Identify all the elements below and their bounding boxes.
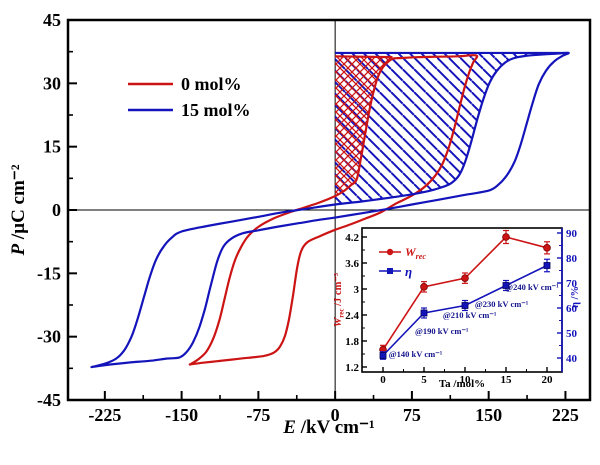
hysteresis-loop-15mol [90,51,570,369]
inset-right-tick-label: 50 [566,328,578,340]
inset-left-tick-label: 1.8 [345,336,359,348]
inset-x-tick-label: 0 [380,374,386,386]
x-tick-label: -150 [165,405,198,425]
x-tick-label: 225 [552,405,579,425]
y-tick-label: 15 [43,137,61,157]
hatch-cap-line [335,55,393,59]
inset-right-axis-label: η /% [570,286,581,308]
inset-legend-marker-wrec [386,248,394,256]
inset-x-axis-label: Ta /mol% [439,378,485,390]
inset-right-tick-label: 60 [566,303,578,315]
inset-chart: 0 5 10 15 20 4.2 3.6 3 2.4 1.8 1.2 90 80 70 60 50 40 Wrec… [333,227,581,390]
inset-x-tick-label: 10 [460,374,472,386]
inset-x-tick-label: 15 [501,374,513,386]
legend-label: 0 mol% [181,74,242,94]
inset-legend-label-wrec: Wrec [405,245,426,261]
y-tick-label: 45 [43,10,61,30]
inset-annotation: @210 kV cm⁻¹ [443,310,497,320]
hysteresis-loop-0mol [188,54,479,366]
inset-annotation: @190 kV cm⁻¹ [415,326,469,336]
inset-annotation: @230 kV cm⁻¹ [475,299,529,309]
inset-data-point [461,302,469,309]
inset-data-point [502,282,510,289]
x-axis-label: E /kV cm⁻¹ [282,417,374,438]
x-tick-label: 75 [403,405,421,425]
inset-left-tick-label: 3.6 [345,258,359,270]
inset-x-tick-label: 20 [542,374,554,386]
x-tick-label: -225 [88,405,121,425]
inset-legend-marker-eta [387,268,393,274]
inset-annotation: @140 kV cm⁻¹ [389,349,443,359]
y-axis-label: P /µC cm⁻² [8,164,29,256]
inset-data-point [420,309,428,317]
inset-right-tick-label: 80 [566,253,578,265]
inset-left-tick-label: 2.4 [345,310,359,322]
inset-data-point [543,244,551,252]
inset-right-tick-label: 90 [566,228,578,240]
inset-right-tick-label: 40 [566,353,578,365]
x-tick-label: 150 [475,405,502,425]
inset-data-point [379,352,387,359]
main-legend: 0 mol% 15 mol% [128,74,251,120]
inset-right-tick-label: 70 [566,278,578,290]
y-tick-label: 0 [52,200,61,220]
x-tick-label: 0 [331,405,340,425]
y-tick-label: -30 [37,327,61,347]
inset-data-point [502,233,510,241]
inset-legend-label-eta: η [405,264,412,279]
inset-annotation: @240 kV cm⁻¹ [505,282,559,292]
inset-legend: Wrec η [379,245,426,279]
y-tick-label: 30 [43,73,61,93]
recoverable-energy-area-15mol [335,52,569,205]
inset-left-tick-label: 1.2 [345,362,359,374]
x-tick-label: -75 [246,405,270,425]
inset-left-axis-label: Wrec /J cm⁻³ [333,273,346,327]
inset-x-tick-label: 5 [421,374,427,386]
inset-left-tick-label: 4.2 [345,232,359,244]
y-tick-label: -15 [37,263,61,283]
inset-data-point [543,262,551,269]
inset-left-tick-label: 3 [354,284,360,296]
legend-label: 15 mol% [181,100,251,120]
recoverable-energy-area-0mol [335,56,393,197]
y-tick-label: -45 [37,390,61,410]
inset-data-point [420,283,428,291]
inset-data-point [461,274,469,282]
